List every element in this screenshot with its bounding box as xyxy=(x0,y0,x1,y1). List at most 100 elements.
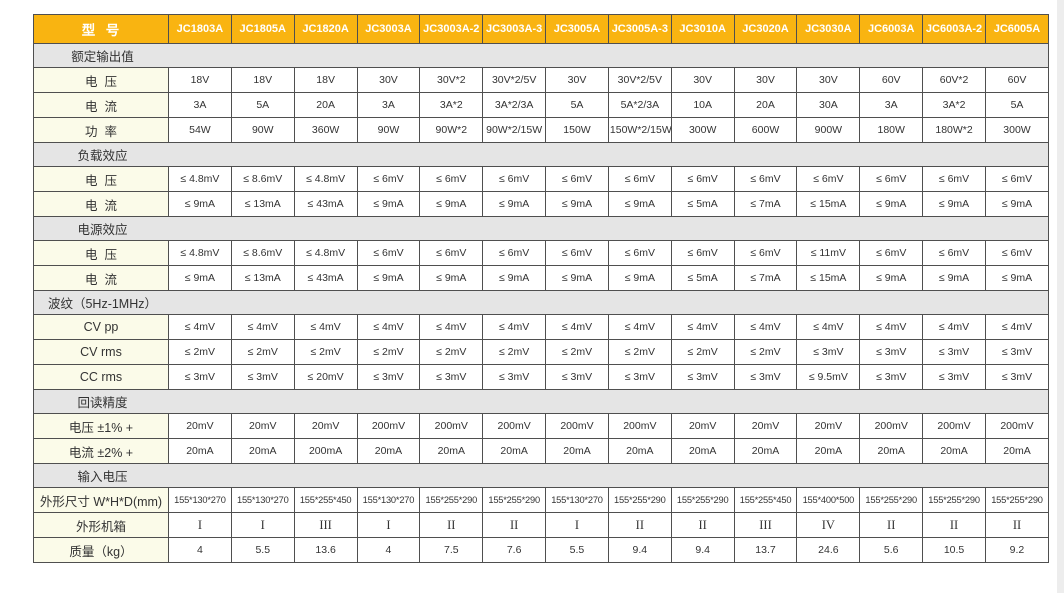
section-row-load-effect: 负载效应 xyxy=(33,142,1049,167)
spec-value-cell: ≤ 6mV xyxy=(670,240,735,266)
spec-value-cell: 90W xyxy=(356,117,421,143)
spec-value-cell: 155*255*290 xyxy=(984,487,1050,513)
spec-value-cell: III xyxy=(733,512,798,538)
spec-row-dimensions: 外形尺寸 W*H*D(mm) 155*130*270 155*130*270 155*… xyxy=(33,487,1050,513)
model-column-header: JC6003A xyxy=(859,14,924,44)
model-column-header: JC1803A xyxy=(168,14,232,44)
spec-value-cell: 20mV xyxy=(733,413,798,439)
row-label: 电 压 xyxy=(33,67,169,93)
spec-value-cell: ≤ 9mA xyxy=(922,265,986,291)
spec-value-cell: 155*255*450 xyxy=(733,487,798,513)
spec-value-cell: 20mA xyxy=(482,438,547,464)
spec-value-cell: 4 xyxy=(356,537,421,563)
spec-value-cell: ≤ 6mV xyxy=(545,166,609,192)
spec-value-cell: 13.6 xyxy=(293,537,358,563)
row-label: 功 率 xyxy=(33,117,169,143)
spec-value-cell: 200mA xyxy=(293,438,358,464)
spec-value-cell: 20mV xyxy=(670,413,735,439)
spec-value-cell: ≤ 4mV xyxy=(859,314,924,340)
spec-value-cell: ≤ 6mV xyxy=(545,240,609,266)
spec-value-cell: IV xyxy=(796,512,861,538)
spec-row-source-effect-current: 电 流 ≤ 9mA ≤ 13mA ≤ 43mA ≤ 9mA ≤ 9mA ≤ 9mA ≤ 9mA… xyxy=(33,265,1050,291)
spec-value-cell: 3A*2 xyxy=(922,92,986,118)
spec-value-cell: 155*255*290 xyxy=(859,487,924,513)
spec-value-cell: ≤ 2mV xyxy=(293,339,358,365)
spec-value-cell: 155*255*290 xyxy=(922,487,986,513)
section-label: 输入电压 xyxy=(77,469,128,484)
spec-value-cell: 155*130*270 xyxy=(545,487,609,513)
spec-value-cell: ≤ 9mA xyxy=(984,191,1050,217)
spec-value-cell: 30V xyxy=(356,67,421,93)
spec-value-cell: 90W*2/15W xyxy=(482,117,547,143)
spec-value-cell: ≤ 6mV xyxy=(607,166,672,192)
spec-value-cell: ≤ 6mV xyxy=(482,240,547,266)
spec-value-cell: ≤ 7mA xyxy=(733,265,798,291)
spec-value-cell: 180W*2 xyxy=(922,117,986,143)
spec-value-cell: 3A xyxy=(356,92,421,118)
section-cell: 负载效应 xyxy=(33,142,1049,167)
spec-value-cell: ≤ 4.8mV xyxy=(293,166,358,192)
spec-value-cell: ≤ 9mA xyxy=(607,265,672,291)
model-column-header: JC3003A-2 xyxy=(419,14,484,44)
spec-value-cell: 30V xyxy=(670,67,735,93)
spec-value-cell: ≤ 2mV xyxy=(607,339,672,365)
spec-value-cell: ≤ 9mA xyxy=(419,265,484,291)
spec-value-cell: 30V xyxy=(796,67,861,93)
spec-row-rated-power: 功 率 54W 90W 360W 90W 90W*2 90W*2/15W 150W 150W*2… xyxy=(33,117,1050,143)
spec-value-cell: ≤ 6mV xyxy=(356,240,421,266)
spec-value-cell: ≤ 4mV xyxy=(482,314,547,340)
spec-value-cell: 155*130*270 xyxy=(356,487,421,513)
spec-value-cell: 20mA xyxy=(356,438,421,464)
row-label: 电 流 xyxy=(33,92,169,118)
spec-value-cell: 20mV xyxy=(230,413,295,439)
spec-value-cell: 90W xyxy=(230,117,295,143)
spec-value-cell: 155*130*270 xyxy=(230,487,295,513)
spec-value-cell: III xyxy=(293,512,358,538)
spec-value-cell: ≤ 3mV xyxy=(796,339,861,365)
spec-value-cell: ≤ 3mV xyxy=(607,364,672,390)
spec-value-cell: 30A xyxy=(796,92,861,118)
spec-value-cell: ≤ 4.8mV xyxy=(168,240,232,266)
spec-value-cell: 155*130*270 xyxy=(168,487,232,513)
spec-value-cell: ≤ 9mA xyxy=(482,265,547,291)
spec-value-cell: ≤ 9mA xyxy=(859,265,924,291)
spec-value-cell: 60V xyxy=(859,67,924,93)
spec-value-cell: I xyxy=(545,512,609,538)
spec-value-cell: ≤ 9mA xyxy=(922,191,986,217)
section-row-ripple: 波纹（5Hz-1MHz） xyxy=(33,290,1049,315)
spec-value-cell: ≤ 4.8mV xyxy=(168,166,232,192)
spec-value-cell: ≤ 6mV xyxy=(922,166,986,192)
section-cell: 回读精度 xyxy=(33,389,1049,414)
section-label: 波纹（5Hz-1MHz） xyxy=(47,296,158,311)
spec-value-cell: ≤ 8.6mV xyxy=(230,166,295,192)
spec-value-cell: 155*255*450 xyxy=(293,487,358,513)
spec-row-load-effect-voltage: 电 压 ≤ 4.8mV ≤ 8.6mV ≤ 4.8mV ≤ 6mV ≤ 6mV ≤ 6mV ≤… xyxy=(33,166,1050,192)
spec-value-cell: 13.7 xyxy=(733,537,798,563)
spec-value-cell: ≤ 4.8mV xyxy=(293,240,358,266)
spec-value-cell: ≤ 6mV xyxy=(482,166,547,192)
spec-value-cell: ≤ 4mV xyxy=(419,314,484,340)
model-column-header: JC3003A xyxy=(356,14,421,44)
spec-value-cell: ≤ 4mV xyxy=(733,314,798,340)
spec-value-cell: 3A xyxy=(859,92,924,118)
row-label: 电压 ±1% + xyxy=(33,413,169,439)
spec-value-cell: 200mV xyxy=(545,413,609,439)
spec-value-cell: ≤ 3mV xyxy=(859,364,924,390)
row-label: CV rms xyxy=(33,339,169,365)
spec-value-cell: ≤ 9mA xyxy=(984,265,1050,291)
model-column-header: JC6003A-2 xyxy=(922,14,986,44)
model-column-header: JC1805A xyxy=(230,14,295,44)
spec-value-cell: ≤ 2mV xyxy=(168,339,232,365)
model-column-header: JC3003A-3 xyxy=(482,14,547,44)
section-row-input-voltage: 输入电压 xyxy=(33,463,1049,488)
spec-value-cell: ≤ 3mV xyxy=(670,364,735,390)
row-label: 外形尺寸 W*H*D(mm) xyxy=(33,487,169,513)
spec-value-cell: ≤ 4mV xyxy=(230,314,295,340)
spec-value-cell: 18V xyxy=(168,67,232,93)
spec-value-cell: 200mV xyxy=(482,413,547,439)
spec-value-cell: ≤ 3mV xyxy=(984,364,1050,390)
spec-value-cell: 5.6 xyxy=(859,537,924,563)
row-label: 外形机箱 xyxy=(33,512,169,538)
spec-value-cell: ≤ 9mA xyxy=(168,191,232,217)
spec-value-cell: 9.4 xyxy=(670,537,735,563)
